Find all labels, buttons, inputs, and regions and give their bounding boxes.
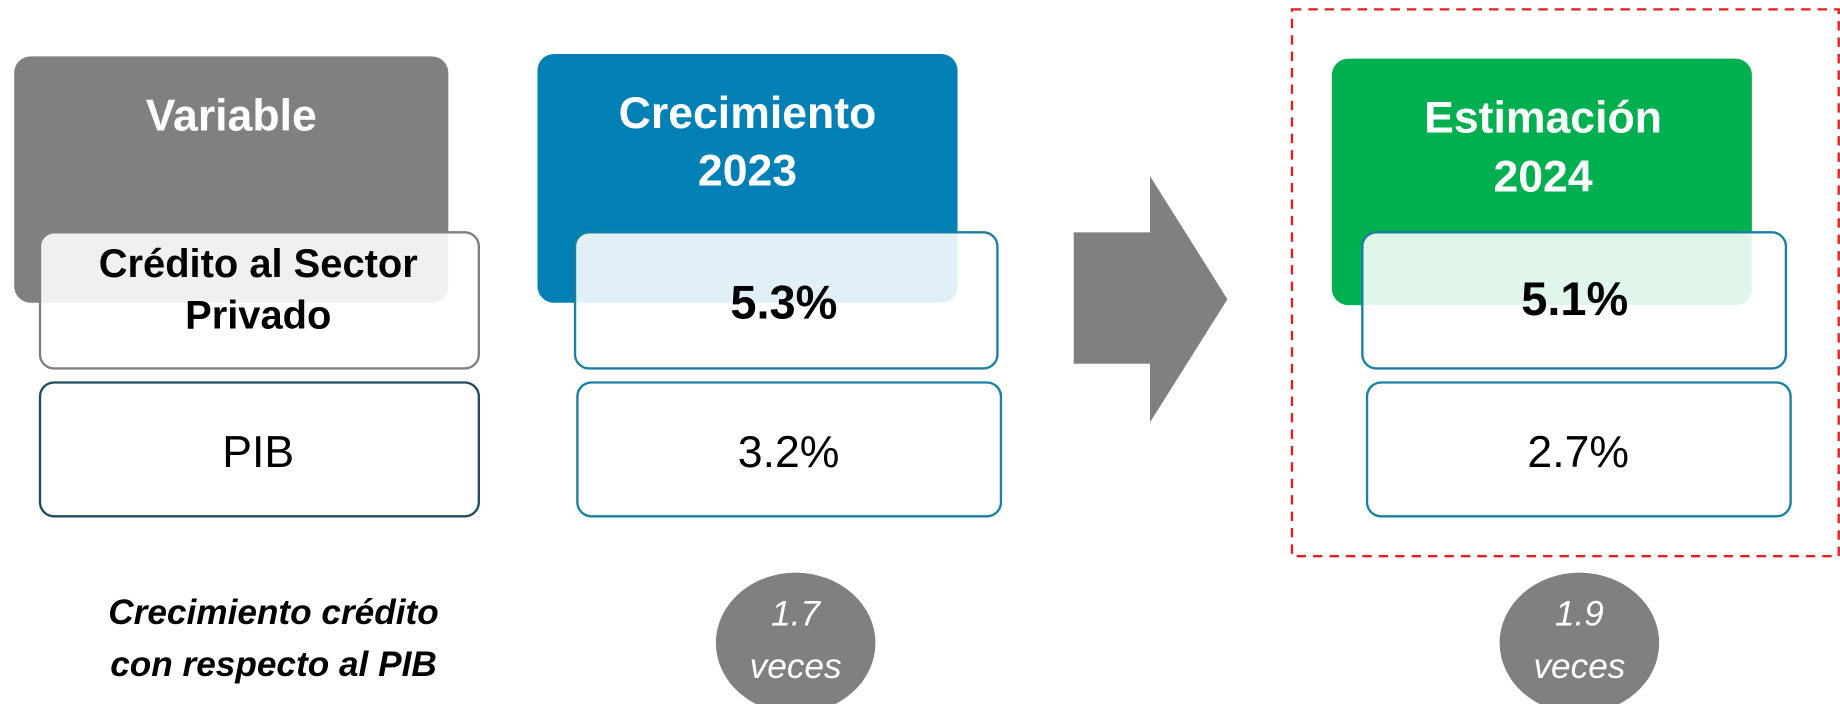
header-text: Variable (146, 91, 317, 140)
header-text: Crecimiento (619, 89, 877, 138)
header-text: 2023 (698, 146, 797, 195)
cell (576, 381, 1003, 518)
footer-label: con respecto al PIB (110, 645, 437, 684)
cell-value: 5.1% (1521, 273, 1628, 325)
arrow (1073, 176, 1228, 423)
ratio-text: veces (750, 647, 842, 686)
cell (1365, 381, 1792, 518)
cell-value: 2.7% (1527, 428, 1629, 477)
cell (1361, 231, 1788, 370)
footer-label: Crecimiento crédito (108, 593, 438, 632)
ratio-text: 1.9 (1555, 594, 1604, 633)
header-text: 2024 (1493, 152, 1592, 201)
cell (573, 231, 999, 370)
row-label: PIB (222, 428, 294, 477)
row-label: Crédito al Sector (99, 242, 418, 286)
highlight-frame (1290, 8, 1840, 558)
cell (38, 381, 481, 518)
header-text: Estimación (1424, 94, 1662, 143)
ratio-text: 1.7 (771, 594, 821, 633)
ratio-text: veces (1533, 647, 1625, 686)
cell (38, 231, 481, 370)
row-label: Privado (185, 294, 331, 338)
ratio-badge (1499, 572, 1660, 704)
cell-value: 3.2% (738, 428, 840, 477)
cell-value: 5.3% (730, 277, 837, 329)
ratio-badge (715, 572, 876, 704)
